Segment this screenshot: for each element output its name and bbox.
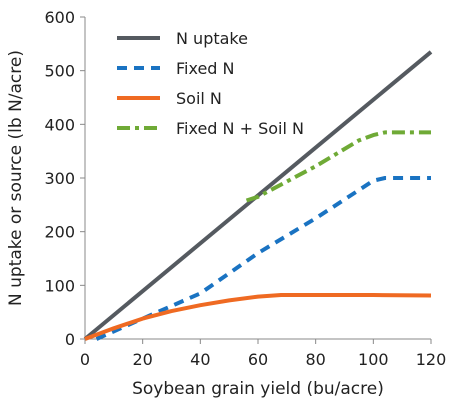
x-tick-label: 100 xyxy=(358,350,389,369)
y-tick-label: 0 xyxy=(65,330,75,349)
x-ticks: 0 20 40 60 80 100 120 xyxy=(80,339,446,369)
y-ticks: 0 100 200 300 400 500 600 xyxy=(44,8,85,349)
legend-label: Fixed N + Soil N xyxy=(176,119,304,138)
y-tick-label: 300 xyxy=(44,169,75,188)
x-tick-label: 60 xyxy=(248,350,268,369)
legend: N uptake Fixed N Soil N Fixed N + Soil N xyxy=(117,29,304,138)
x-axis-title: Soybean grain yield (bu/acre) xyxy=(132,379,384,399)
series-line-3 xyxy=(245,130,431,203)
y-axis-title: N uptake or source (lb N/acre) xyxy=(6,50,26,306)
y-tick-label: 500 xyxy=(44,62,75,81)
y-tick-label: 100 xyxy=(44,276,75,295)
axes: 0 20 40 60 80 100 120 0 100 200 300 400 500 600 Soyb… xyxy=(6,8,446,399)
series-line-1 xyxy=(95,176,431,341)
legend-label: N uptake xyxy=(176,29,248,48)
x-tick-label: 80 xyxy=(305,350,325,369)
x-tick-label: 40 xyxy=(190,350,210,369)
legend-label: Fixed N xyxy=(176,59,235,78)
legend-label: Soil N xyxy=(176,89,222,108)
series-group xyxy=(83,50,433,341)
x-tick-label: 20 xyxy=(132,350,152,369)
x-tick-label: 120 xyxy=(416,350,447,369)
y-tick-label: 600 xyxy=(44,8,75,27)
y-tick-label: 200 xyxy=(44,223,75,242)
series-line-2 xyxy=(84,293,432,341)
y-tick-label: 400 xyxy=(44,115,75,134)
x-tick-label: 0 xyxy=(80,350,90,369)
